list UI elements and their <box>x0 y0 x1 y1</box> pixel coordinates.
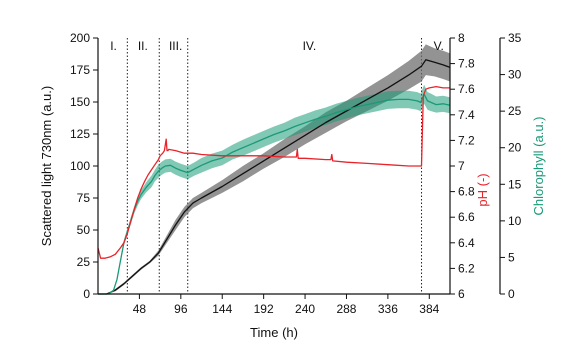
y-ph-tick-label: 6.6 <box>458 210 475 224</box>
y-chl-tick-label: 0 <box>508 287 515 301</box>
y-ph-tick-label: 6 <box>458 287 465 301</box>
y-ph-tick-label: 6.2 <box>458 261 475 275</box>
series-band-chlorophyll <box>98 84 450 294</box>
series-line-ph <box>97 85 450 259</box>
series-line-left <box>98 59 451 295</box>
x-tick-label: 336 <box>378 302 398 316</box>
x-tick-label: 48 <box>133 302 147 316</box>
y-left-axis-title: Scattered light 730nm (a.u.) <box>39 86 54 246</box>
y-left-tick-label: 25 <box>77 255 91 269</box>
y-ph-tick-label: 6.4 <box>458 236 475 250</box>
y-chl-tick-label: 10 <box>508 214 522 228</box>
y-chl-tick-label: 20 <box>508 141 522 155</box>
phase-label: V. <box>434 39 444 53</box>
y-left-tick-label: 0 <box>83 287 90 301</box>
y-chl-tick-label: 25 <box>508 104 522 118</box>
x-tick-label: 96 <box>174 302 188 316</box>
y-chl-tick-label: 30 <box>508 68 522 82</box>
y-left-tick-label: 100 <box>70 159 90 173</box>
y-chl-tick-label: 5 <box>508 250 515 264</box>
x-tick-label: 240 <box>295 302 315 316</box>
y-chl-tick-label: 35 <box>508 31 522 45</box>
phase-label: IV. <box>303 39 317 53</box>
axes <box>93 37 505 299</box>
series-lines <box>97 59 451 295</box>
y-ph-tick-label: 6.8 <box>458 185 475 199</box>
y-ph-tick-label: 7.8 <box>458 57 475 71</box>
phase-label: I. <box>110 39 117 53</box>
y-left-tick-label: 150 <box>70 95 90 109</box>
y-left-tick-label: 175 <box>70 63 90 77</box>
y-left-tick-label: 200 <box>70 31 90 45</box>
y-ph-tick-label: 7 <box>458 159 465 173</box>
y-ph-tick-label: 7.6 <box>458 82 475 96</box>
y-left-tick-label: 125 <box>70 127 90 141</box>
phase-label: II. <box>138 39 148 53</box>
y-chl-axis-title: Chlorophyll (a.u.) <box>531 117 546 216</box>
x-tick-label: 384 <box>419 302 439 316</box>
x-tick-label: 144 <box>212 302 232 316</box>
y-left-tick-label: 50 <box>77 223 91 237</box>
y-chl-tick-label: 15 <box>508 177 522 191</box>
series-line-chlorophyll <box>98 93 451 295</box>
x-axis-title: Time (h) <box>250 325 298 340</box>
x-tick-label: 288 <box>336 302 356 316</box>
y-ph-axis-title: pH (-) <box>475 173 490 206</box>
y-ph-tick-label: 8 <box>458 31 465 45</box>
y-left-tick-label: 75 <box>77 191 91 205</box>
y-ph-tick-label: 7.2 <box>458 133 475 147</box>
x-tick-label: 192 <box>254 302 274 316</box>
error-bands <box>98 44 450 295</box>
phase-label: III. <box>169 39 182 53</box>
y-ph-tick-label: 7.4 <box>458 108 475 122</box>
